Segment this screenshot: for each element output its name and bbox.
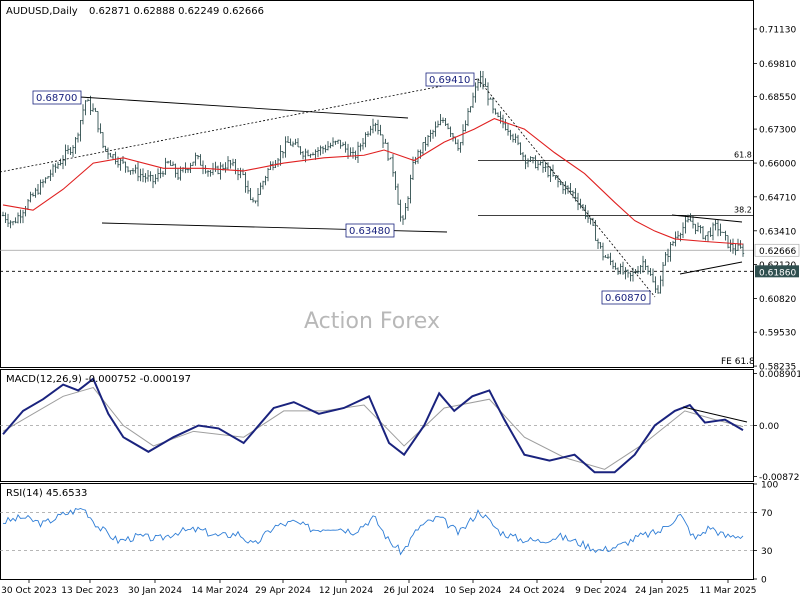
price-axis-label: 0.60820 bbox=[759, 295, 796, 305]
price-axis-label: 0.69810 bbox=[759, 60, 796, 70]
price-axis-label: 0.63410 bbox=[759, 227, 796, 237]
support-price-label: 0.61860 bbox=[759, 268, 796, 278]
rsi-panel-frame bbox=[0, 483, 754, 580]
annotation-low-2024: 0.63480 bbox=[349, 226, 390, 237]
macd-title: MACD(12,26,9) -0.000752 -0.000197 bbox=[6, 374, 191, 385]
fib-38-2-label: 38.2 bbox=[734, 205, 752, 214]
x-axis-label: 12 Jun 2024 bbox=[319, 586, 373, 596]
macd-trendline bbox=[682, 406, 748, 423]
macd-axis-label: 0.008901 bbox=[759, 370, 800, 380]
triangle-upper-line bbox=[671, 214, 743, 223]
annotation-high-2023: 0.68700 bbox=[36, 93, 77, 104]
x-axis-label: 24 Jan 2025 bbox=[635, 586, 689, 596]
macd-axis-label: 0.00 bbox=[759, 422, 779, 432]
rsi-axis-label: 30 bbox=[761, 547, 773, 557]
annotation-low-2024-box bbox=[345, 223, 395, 238]
chart-header-symbol: AUDUSD,Daily bbox=[6, 6, 78, 17]
annotation-high-2024: 0.69410 bbox=[429, 75, 470, 86]
rsi-axis-label: 70 bbox=[761, 509, 773, 519]
decline-projection-line bbox=[477, 78, 656, 298]
macd-layer bbox=[0, 377, 753, 474]
macd-axis-label: -0.008729 bbox=[759, 473, 800, 483]
fe-61-8-label: FE 61.8 bbox=[721, 357, 755, 367]
x-axis-label: 11 Mar 2025 bbox=[699, 586, 756, 596]
watermark: Action Forex bbox=[304, 309, 440, 334]
price-axis-label: 0.64710 bbox=[759, 193, 796, 203]
price-panel-frame bbox=[0, 0, 754, 368]
annotation-high-2023-box bbox=[32, 90, 82, 105]
price-axis-label: 0.59530 bbox=[759, 329, 796, 339]
annotation-high-2024-box bbox=[425, 72, 475, 87]
x-axis-label: 30 Jan 2024 bbox=[128, 586, 182, 596]
price-axis-label: 0.71130 bbox=[759, 25, 796, 35]
macd-line bbox=[2, 377, 744, 474]
annotation-low-2025-box bbox=[601, 290, 651, 305]
x-axis-label: 9 Dec 2024 bbox=[575, 586, 627, 596]
macd-panel-frame bbox=[0, 369, 754, 482]
rsi-line bbox=[2, 507, 744, 556]
price-axis-label: 0.58235 bbox=[759, 363, 796, 373]
annotation-low-2025: 0.60870 bbox=[605, 293, 646, 304]
current-price-tag bbox=[754, 243, 800, 257]
rsi-axis-label: 0 bbox=[761, 576, 767, 586]
x-axis-label: 10 Sep 2024 bbox=[444, 586, 501, 596]
x-axis-label: 29 Apr 2024 bbox=[255, 586, 311, 596]
axis-layer: 0.71130 0.69810 0.68550 0.67300 0.66000 0.647… bbox=[1, 25, 800, 596]
price-axis-label: 0.68550 bbox=[759, 93, 796, 103]
rsi-axis-label: 100 bbox=[761, 481, 778, 491]
fib-61-8-label: 61.8 bbox=[734, 150, 752, 159]
moving-average-line bbox=[2, 118, 744, 245]
price-layer: 0.68700 0.63480 0.69410 0.60870 61.8 38.2 FE 6… bbox=[0, 70, 755, 367]
price-axis-label: 0.67300 bbox=[759, 126, 796, 136]
upper-channel-line bbox=[79, 96, 409, 119]
triangle-lower-line bbox=[679, 261, 743, 275]
x-axis-label: 14 Mar 2024 bbox=[191, 586, 248, 596]
chart-header-ohlc: 0.62871 0.62888 0.62249 0.62666 bbox=[89, 6, 264, 17]
x-axis-label: 26 Jul 2024 bbox=[384, 586, 435, 596]
rsi-layer bbox=[0, 507, 753, 556]
current-price-label: 0.62666 bbox=[759, 247, 796, 257]
long-term-trendline bbox=[0, 78, 479, 173]
x-axis-label: 30 Oct 2023 bbox=[1, 586, 57, 596]
x-axis-label: 24 Oct 2024 bbox=[509, 586, 565, 596]
rsi-title: RSI(14) 45.6533 bbox=[6, 488, 87, 499]
x-axis-label: 13 Dec 2023 bbox=[61, 586, 119, 596]
price-axis-label: 0.66000 bbox=[759, 160, 796, 170]
support-price-tag bbox=[755, 265, 799, 278]
